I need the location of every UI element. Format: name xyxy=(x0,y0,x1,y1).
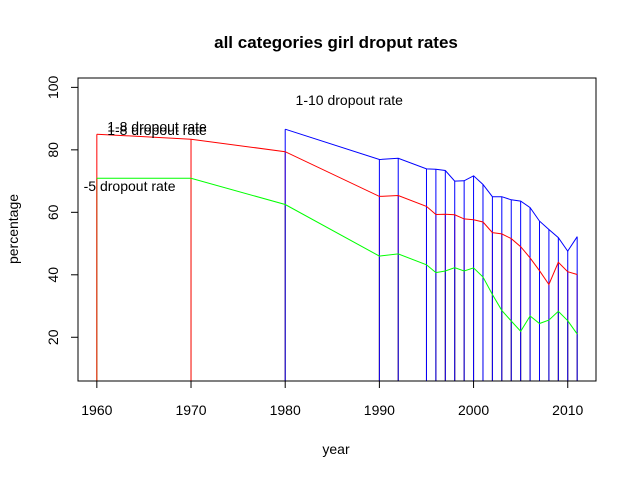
x-tick-label: 1970 xyxy=(175,402,206,418)
series-line xyxy=(285,128,578,252)
x-tick-label: 1960 xyxy=(81,402,112,418)
y-tick-label: 80 xyxy=(45,142,61,158)
x-tick-label: 2000 xyxy=(458,402,489,418)
y-tick-label: 40 xyxy=(45,267,61,283)
series-line xyxy=(96,177,578,335)
annotation-label: 1-8 dropout rate xyxy=(107,119,207,135)
x-tick-label: 1980 xyxy=(270,402,301,418)
x-axis-label: year xyxy=(322,441,350,457)
y-tick-label: 20 xyxy=(45,329,61,345)
drop-lines xyxy=(96,129,578,381)
annotation-label: 1-8 dropout rate xyxy=(107,122,207,138)
y-axis-label: percentage xyxy=(5,194,21,264)
x-tick-label: 2010 xyxy=(552,402,583,418)
series-line xyxy=(96,133,578,286)
plot-frame xyxy=(77,77,597,382)
annotation-label: 1-10 dropout rate xyxy=(296,92,404,108)
y-tick-label: 60 xyxy=(45,204,61,220)
y-tick-label: 100 xyxy=(45,75,61,99)
chart-title: all categories girl droput rates xyxy=(214,33,458,52)
x-tick-label: 1990 xyxy=(364,402,395,418)
annotation-label: -5 dropout rate xyxy=(84,178,176,194)
series-lines xyxy=(96,128,578,335)
